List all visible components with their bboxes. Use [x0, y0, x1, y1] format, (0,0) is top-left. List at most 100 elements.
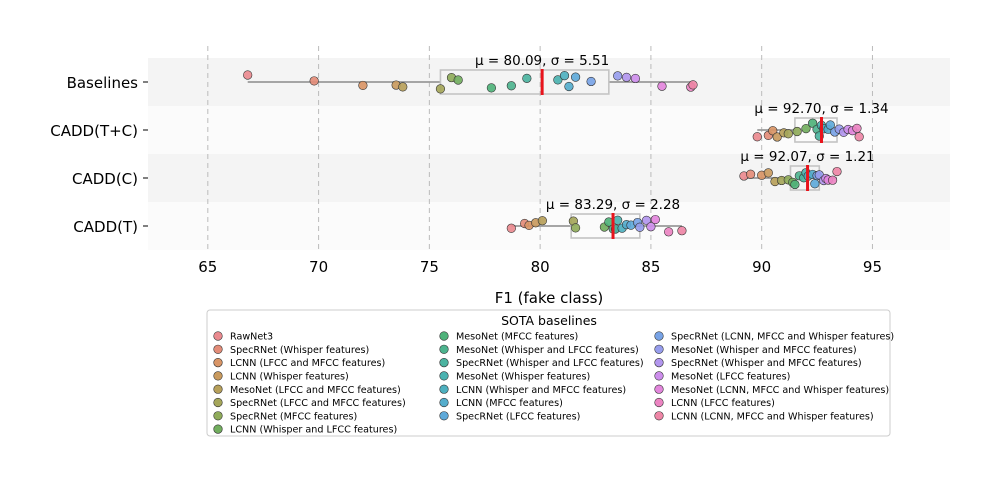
legend-label: SpecRNet (LFCC features) — [456, 411, 580, 422]
data-point — [553, 75, 563, 85]
data-point — [827, 175, 838, 185]
legend-label: LCNN (LFCC and MFCC features) — [230, 358, 385, 369]
data-point — [559, 71, 570, 81]
legend-label: LCNN (Whisper features) — [230, 372, 349, 383]
legend-label: SpecRNet (Whisper features) — [230, 345, 369, 356]
legend-marker — [213, 424, 223, 434]
legend-marker — [654, 371, 664, 381]
legend-marker — [654, 358, 664, 368]
stat-annotation: μ = 80.09, σ = 5.51 — [475, 53, 609, 69]
legend-marker — [654, 397, 664, 408]
data-point — [650, 214, 660, 225]
legend-label: SpecRNet (Whisper and LFCC features) — [456, 358, 644, 369]
data-point — [646, 222, 656, 232]
data-point — [435, 84, 446, 94]
data-point — [613, 71, 623, 81]
y-tick-label: Baselines — [67, 74, 139, 92]
data-point — [852, 123, 862, 133]
data-point — [763, 168, 773, 178]
data-point — [630, 73, 641, 84]
legend-marker — [439, 344, 449, 354]
data-point — [677, 226, 687, 236]
legend-entries: RawNet3 SpecRNet (Whisper features) LCNN (… — [213, 331, 894, 436]
data-point — [768, 126, 778, 136]
legend-label: MesoNet (LCNN, MFCC and Whisper features… — [671, 385, 889, 396]
legend-label: LCNN (LFCC features) — [671, 398, 775, 409]
legend-marker — [213, 397, 223, 408]
x-axis-label: F1 (fake class) — [495, 289, 604, 307]
legend-frame — [206, 309, 891, 437]
data-point — [522, 73, 532, 83]
data-point — [752, 132, 762, 142]
data-point — [854, 132, 864, 142]
stat-annotation: μ = 92.70, σ = 1.34 — [754, 101, 888, 117]
x-tick-label: 90 — [752, 258, 771, 276]
x-tick-label: 75 — [420, 258, 439, 276]
x-tick-label: 95 — [863, 258, 882, 276]
legend-label: MesoNet (Whisper and MFCC features) — [671, 345, 857, 356]
legend-marker — [439, 397, 449, 408]
x-tick-label: 70 — [309, 258, 328, 276]
legend-label: LCNN (Whisper and LFCC features) — [230, 425, 397, 436]
x-tick-label: 65 — [198, 258, 217, 276]
data-point — [621, 72, 632, 82]
data-point — [688, 80, 698, 90]
legend-marker — [654, 331, 664, 341]
legend-title: SOTA baselines — [501, 313, 597, 328]
legend: SOTA baselines RawNet3 SpecRNet (Whisper … — [206, 309, 894, 437]
data-point — [825, 120, 835, 130]
data-point — [486, 83, 496, 93]
data-point — [790, 179, 800, 190]
legend-label: MesoNet (LFCC features) — [671, 372, 790, 383]
data-point — [772, 132, 782, 142]
legend-label: MesoNet (MFCC features) — [456, 332, 578, 343]
data-point — [641, 215, 652, 225]
legend-label: MesoNet (Whisper features) — [456, 372, 590, 383]
legend-marker — [213, 358, 223, 368]
data-point — [570, 72, 581, 82]
y-axis: Baselines CADD(T+C) CADD(C) CADD(T) — [50, 74, 148, 236]
x-axis: 65 70 75 80 85 90 95 — [198, 258, 882, 276]
legend-marker — [439, 331, 449, 341]
legend-marker — [213, 411, 223, 421]
data-point — [832, 166, 842, 177]
data-point — [664, 227, 674, 237]
data-point — [506, 81, 516, 91]
legend-marker — [439, 411, 449, 421]
data-points — [243, 70, 864, 237]
data-point — [613, 215, 623, 225]
x-tick-label: 80 — [531, 258, 550, 276]
legend-marker — [439, 371, 449, 381]
legend-label: SpecRNet (LCNN, MFCC and Whisper feature… — [671, 332, 894, 343]
stat-annotations: μ = 80.09, σ = 5.51 μ = 92.70, σ = 1.34 μ … — [475, 53, 889, 213]
legend-label: SpecRNet (Whisper and MFCC features) — [671, 358, 862, 369]
data-point — [570, 223, 581, 233]
stat-annotation: μ = 92.07, σ = 1.21 — [740, 149, 874, 165]
legend-label: MesoNet (Whisper and LFCC features) — [456, 345, 639, 356]
legend-marker — [439, 384, 449, 394]
data-point — [808, 118, 818, 128]
data-point — [783, 129, 793, 139]
legend-label: RawNet3 — [230, 332, 273, 343]
x-tick-label: 85 — [641, 258, 660, 276]
data-point — [564, 81, 574, 92]
grid-lines — [207, 46, 873, 250]
legend-label: LCNN (LCNN, MFCC and Whisper features) — [671, 411, 874, 422]
legend-label: MesoNet (LFCC and MFCC features) — [230, 385, 401, 396]
legend-marker — [654, 344, 664, 354]
data-point — [506, 223, 516, 233]
data-point — [810, 179, 820, 189]
data-point — [358, 80, 368, 91]
data-point — [586, 76, 596, 87]
legend-label: LCNN (Whisper and MFCC features) — [456, 385, 626, 396]
legend-marker — [654, 384, 664, 394]
legend-marker — [213, 331, 223, 341]
legend-marker — [213, 384, 223, 394]
data-point — [635, 222, 645, 232]
data-point — [453, 75, 463, 85]
stat-annotation: μ = 83.29, σ = 2.28 — [546, 197, 680, 213]
data-point — [657, 81, 667, 91]
iqr-box — [439, 69, 610, 95]
legend-label: SpecRNet (LFCC and MFCC features) — [230, 398, 406, 409]
